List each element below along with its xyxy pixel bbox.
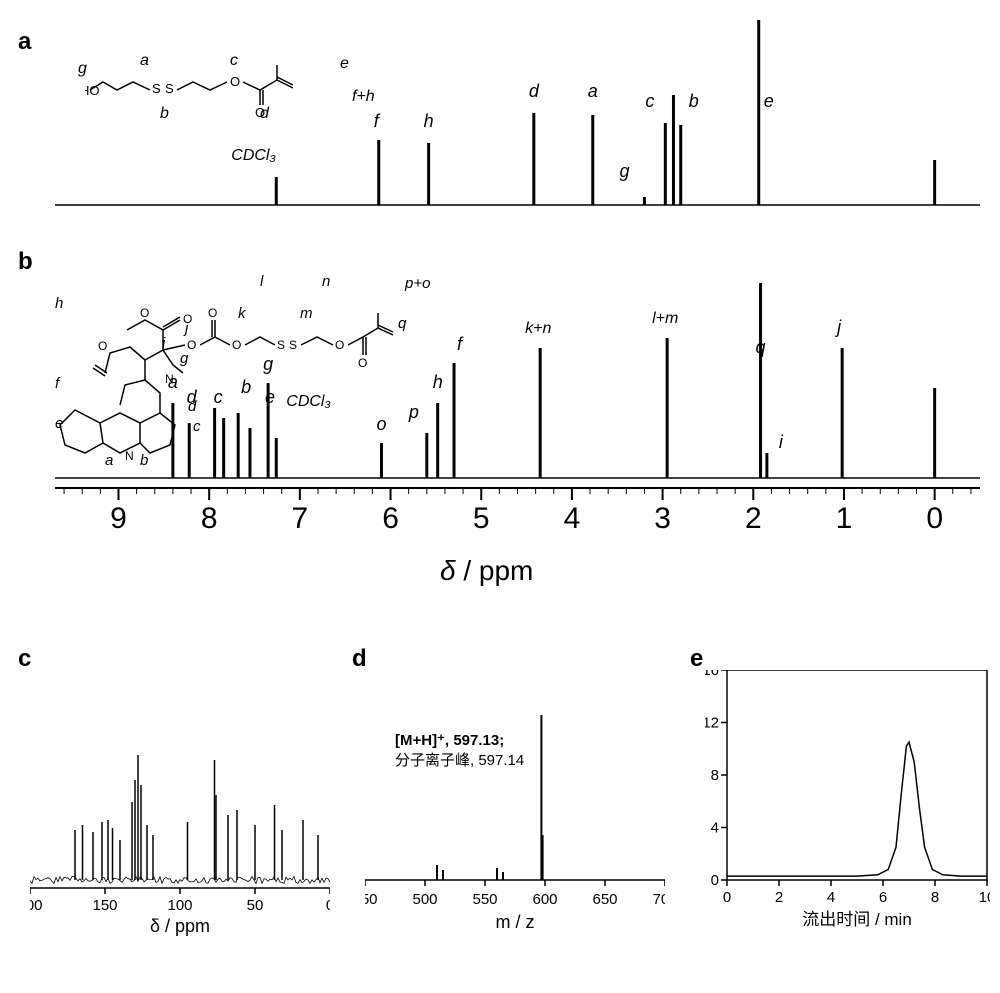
structure-label: p+o bbox=[405, 275, 430, 292]
svg-text:50: 50 bbox=[247, 897, 264, 914]
panel-d-label: d bbox=[352, 645, 367, 673]
structure-label: b bbox=[140, 452, 148, 469]
structure-label: c bbox=[230, 52, 238, 70]
structure-label: a bbox=[105, 452, 113, 469]
structure-label: h bbox=[55, 295, 63, 312]
svg-text:f: f bbox=[457, 334, 464, 354]
svg-text:流出时间 / min: 流出时间 / min bbox=[802, 910, 912, 929]
svg-text:12: 12 bbox=[705, 715, 719, 732]
structure-label: e bbox=[340, 55, 349, 73]
structure-label: e bbox=[55, 415, 63, 432]
svg-text:c: c bbox=[214, 387, 223, 407]
svg-text:4: 4 bbox=[827, 889, 835, 906]
structure-label: a bbox=[140, 52, 149, 70]
structure-label: g bbox=[180, 350, 188, 367]
svg-text:200: 200 bbox=[30, 897, 43, 914]
structure-label: f+h bbox=[352, 88, 375, 106]
axis-tick: 6 bbox=[382, 502, 399, 536]
svg-text:δ / ppm: δ / ppm bbox=[150, 916, 210, 936]
structure-label: f bbox=[55, 375, 59, 392]
axis-tick: 1 bbox=[836, 502, 853, 536]
svg-text:g: g bbox=[263, 354, 273, 374]
svg-text:h: h bbox=[433, 372, 443, 392]
axis-tick: 3 bbox=[654, 502, 671, 536]
structure-label: d bbox=[260, 105, 269, 123]
svg-text:k+n: k+n bbox=[525, 320, 551, 337]
panel-e-label: e bbox=[690, 645, 703, 673]
structure-label: g bbox=[78, 60, 87, 78]
svg-text:b: b bbox=[241, 377, 251, 397]
structure-label: l bbox=[260, 273, 263, 290]
axis-tick: 9 bbox=[110, 502, 127, 536]
svg-text:0: 0 bbox=[711, 872, 719, 889]
svg-text:450: 450 bbox=[365, 891, 378, 908]
svg-text:i: i bbox=[779, 432, 784, 452]
svg-text:e: e bbox=[265, 387, 275, 407]
structure-label: m bbox=[300, 305, 313, 322]
svg-text:100: 100 bbox=[167, 897, 192, 914]
panel-c-label: c bbox=[18, 645, 31, 673]
spectrum-b: adcbegCDCl₃ophfk+nl+mqij bbox=[0, 0, 1000, 490]
svg-text:10: 10 bbox=[979, 889, 990, 906]
svg-text:0: 0 bbox=[723, 889, 731, 906]
panel-c-chart: 0 50 100 150 200 δ / ppm bbox=[30, 670, 330, 940]
structure-label: c bbox=[193, 418, 201, 435]
axis-tick: 0 bbox=[926, 502, 943, 536]
svg-text:8: 8 bbox=[711, 767, 719, 784]
axis-tick: 4 bbox=[564, 502, 581, 536]
axis-tick: 5 bbox=[473, 502, 490, 536]
svg-text:j: j bbox=[834, 317, 842, 337]
structure-label: d bbox=[188, 398, 196, 415]
svg-text:550: 550 bbox=[472, 891, 497, 908]
svg-text:700: 700 bbox=[652, 891, 665, 908]
svg-text:0: 0 bbox=[326, 897, 330, 914]
axis-tick: 7 bbox=[292, 502, 309, 536]
svg-text:CDCl₃: CDCl₃ bbox=[286, 393, 331, 410]
svg-text:600: 600 bbox=[532, 891, 557, 908]
svg-text:650: 650 bbox=[592, 891, 617, 908]
svg-text:p: p bbox=[408, 402, 419, 422]
structure-label: b bbox=[160, 105, 169, 123]
svg-text:分子离子峰, 597.14: 分子离子峰, 597.14 bbox=[395, 752, 524, 769]
structure-label: j bbox=[185, 320, 188, 337]
svg-text:6: 6 bbox=[879, 889, 887, 906]
svg-text:150: 150 bbox=[92, 897, 117, 914]
axis-tick: 8 bbox=[201, 502, 218, 536]
svg-text:[M+H]⁺, 597.13;: [M+H]⁺, 597.13; bbox=[395, 732, 504, 749]
structure-label: q bbox=[398, 315, 406, 332]
svg-text:4: 4 bbox=[711, 820, 719, 837]
structure-label: n bbox=[322, 273, 330, 290]
structure-label: i bbox=[162, 335, 165, 352]
svg-text:q: q bbox=[756, 337, 766, 357]
structure-label: k bbox=[238, 305, 246, 322]
svg-text:8: 8 bbox=[931, 889, 939, 906]
svg-text:o: o bbox=[376, 414, 386, 434]
svg-text:16: 16 bbox=[705, 670, 719, 679]
svg-text:m / z: m / z bbox=[496, 912, 535, 932]
svg-text:l+m: l+m bbox=[652, 310, 678, 327]
axis-tick: 2 bbox=[745, 502, 762, 536]
panel-e-chart: 0 2 4 6 8 10 0 4 8 12 16 流出时间 / min bbox=[705, 670, 990, 940]
svg-text:500: 500 bbox=[412, 891, 437, 908]
svg-text:2: 2 bbox=[775, 889, 783, 906]
main-axis-label: δ / ppm bbox=[440, 555, 533, 587]
svg-text:a: a bbox=[168, 372, 178, 392]
panel-d-chart: 450 500 550 600 650 700 m / z [M+H]⁺, 597.13; 分子… bbox=[365, 670, 665, 940]
